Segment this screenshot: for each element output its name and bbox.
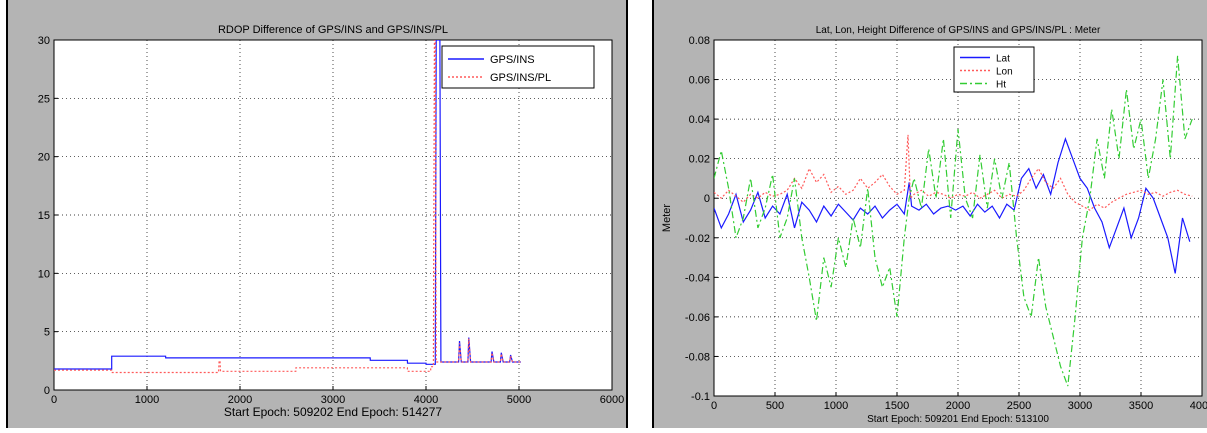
x-tick-label: 4000 bbox=[1190, 400, 1207, 412]
legend-label: Lat bbox=[996, 54, 1010, 65]
x-axis-label: Start Epoch: 509201 End Epoch: 513100 bbox=[867, 414, 1049, 425]
legend: GPS/INS GPS/INS/PL bbox=[441, 45, 595, 89]
x-tick-label: 2500 bbox=[1007, 400, 1031, 412]
y-axis-label: Meter bbox=[661, 204, 673, 232]
y-tick-label: -0.1 bbox=[691, 391, 710, 403]
x-tick-label: 1500 bbox=[885, 400, 909, 412]
x-tick-label: 1000 bbox=[824, 400, 848, 412]
y-tick-label: 10 bbox=[38, 268, 50, 280]
y-tick-label: 0.02 bbox=[689, 154, 710, 166]
legend-label: Ht bbox=[996, 80, 1006, 91]
series-line-ht bbox=[714, 55, 1193, 387]
x-tick-label: 6000 bbox=[600, 394, 624, 406]
x-tick-label: 3500 bbox=[1129, 400, 1153, 412]
x-tick-label: 4000 bbox=[414, 394, 438, 406]
y-tick-label: 0.04 bbox=[689, 114, 710, 126]
y-tick-label: -0.02 bbox=[685, 233, 710, 245]
y-tick-label: 25 bbox=[38, 93, 50, 105]
rdop-chart: 0 1000 2000 3000 4000 5000 6000 0 5 10 15 20 25 30 RDO… bbox=[38, 24, 624, 419]
chart-title: RDOP Difference of GPS/INS and GPS/INS/P… bbox=[218, 24, 448, 36]
x-tick-label: 0 bbox=[711, 400, 717, 412]
y-tick-label: 5 bbox=[44, 327, 50, 339]
legend-box bbox=[441, 45, 595, 89]
y-tick-label: 20 bbox=[38, 152, 50, 164]
x-tick-label: 2000 bbox=[946, 400, 970, 412]
chart-panel-right: 0 500 1000 1500 2000 2500 3000 3500 4000 -0.1 -0.0… bbox=[652, 0, 1207, 428]
legend-label: GPS/INS bbox=[490, 54, 535, 66]
legend-label: GPS/INS/PL bbox=[490, 72, 551, 84]
x-tick-label: 5000 bbox=[507, 394, 531, 406]
legend-label: Lon bbox=[996, 67, 1013, 78]
x-tick-label: 2000 bbox=[228, 394, 252, 406]
chart-panel-left: 0 1000 2000 3000 4000 5000 6000 0 5 10 15 20 25 30 RDO… bbox=[6, 0, 628, 428]
x-tick-label: 500 bbox=[766, 400, 784, 412]
y-tick-label: 0 bbox=[44, 385, 50, 397]
y-tick-label: 0 bbox=[704, 193, 710, 205]
lat-lon-height-chart: 0 500 1000 1500 2000 2500 3000 3500 4000 -0.1 -0.0… bbox=[661, 25, 1207, 425]
y-tick-label: 0.06 bbox=[689, 75, 710, 87]
y-tick-label: 30 bbox=[38, 35, 50, 47]
legend-box bbox=[953, 46, 1035, 93]
y-tick-label: 0.08 bbox=[689, 35, 710, 47]
series-line-lat bbox=[714, 137, 1191, 274]
x-tick-label: 1000 bbox=[135, 394, 159, 406]
chart-title: Lat, Lon, Height Difference of GPS/INS a… bbox=[816, 25, 1101, 36]
x-axis-label: Start Epoch: 509202 End Epoch: 514277 bbox=[224, 405, 442, 419]
y-tick-label: -0.08 bbox=[685, 351, 710, 363]
legend: Lat Lon Ht bbox=[953, 46, 1035, 93]
x-tick-label: 3000 bbox=[1068, 400, 1092, 412]
x-tick-label: 0 bbox=[51, 394, 57, 406]
y-tick-label: -0.06 bbox=[685, 312, 710, 324]
plot-area bbox=[713, 39, 1203, 397]
y-tick-label: -0.04 bbox=[685, 272, 710, 284]
y-tick-label: 15 bbox=[38, 210, 50, 222]
x-tick-label: 3000 bbox=[321, 394, 345, 406]
